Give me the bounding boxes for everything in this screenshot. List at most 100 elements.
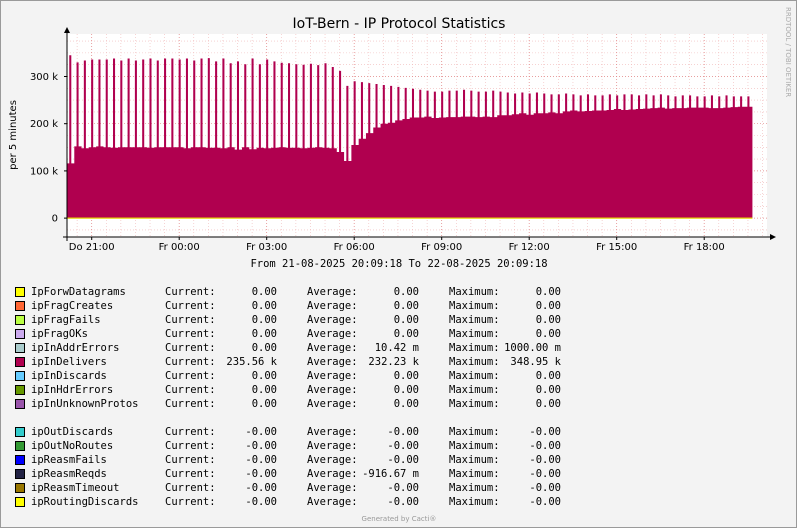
legend-swatch bbox=[15, 315, 25, 325]
legend-average-value: 232.23 k bbox=[368, 356, 419, 368]
legend-current-label: Current: bbox=[165, 356, 216, 368]
x-tick-label: Fr 12:00 bbox=[509, 242, 550, 253]
legend-average-label: Average: bbox=[307, 426, 358, 438]
legend-maximum-label: Maximum: bbox=[449, 300, 500, 312]
legend-maximum-value: -0.00 bbox=[529, 496, 561, 508]
legend-average-value: -0.00 bbox=[387, 426, 419, 438]
legend-current-value: -0.00 bbox=[245, 482, 277, 494]
x-tick-label: Fr 06:00 bbox=[334, 242, 375, 253]
legend-current-label: Current: bbox=[165, 300, 216, 312]
legend-current-value: 0.00 bbox=[251, 328, 277, 340]
legend-current-value: 0.00 bbox=[251, 370, 277, 382]
legend-current-label: Current: bbox=[165, 454, 216, 466]
legend-maximum-value: 348.95 k bbox=[510, 356, 561, 368]
y-axis-label: per 5 minutes bbox=[8, 100, 19, 170]
axes bbox=[63, 27, 776, 241]
legend-maximum-label: Maximum: bbox=[449, 482, 500, 494]
legend-maximum-value: -0.00 bbox=[529, 482, 561, 494]
legend-name: ipReasmReqds bbox=[31, 468, 107, 480]
legend-swatch bbox=[15, 385, 25, 395]
legend-swatch bbox=[15, 301, 25, 311]
legend-maximum-label: Maximum: bbox=[449, 454, 500, 466]
series-area-ipInDelivers bbox=[67, 55, 753, 219]
legend-average-value: 10.42 m bbox=[374, 342, 419, 354]
legend-name: IpForwDatagrams bbox=[31, 286, 126, 298]
legend-average-value: -0.00 bbox=[387, 440, 419, 452]
legend-average-value: 0.00 bbox=[393, 314, 419, 326]
legend-maximum-label: Maximum: bbox=[449, 496, 500, 508]
legend-current-label: Current: bbox=[165, 426, 216, 438]
rrdtool-watermark: RRDTOOL / TOBI OETIKER bbox=[784, 7, 792, 97]
legend-current-label: Current: bbox=[165, 370, 216, 382]
legend-maximum-label: Maximum: bbox=[449, 314, 500, 326]
legend-average-label: Average: bbox=[307, 440, 358, 452]
legend-average-label: Average: bbox=[307, 356, 358, 368]
legend-average-value: -916.67 m bbox=[362, 468, 419, 480]
legend-maximum-value: 0.00 bbox=[535, 300, 561, 312]
legend-average-label: Average: bbox=[307, 328, 358, 340]
legend-average-value: 0.00 bbox=[393, 300, 419, 312]
legend-average-label: Average: bbox=[307, 496, 358, 508]
y-axis-arrow bbox=[64, 27, 70, 33]
legend-current-label: Current: bbox=[165, 384, 216, 396]
legend-maximum-value: 1000.00 m bbox=[504, 342, 561, 354]
legend-name: ipInAddrErrors bbox=[31, 342, 120, 354]
legend-maximum-label: Maximum: bbox=[449, 398, 500, 410]
legend-name: ipFragOKs bbox=[31, 328, 88, 340]
legend-average-label: Average: bbox=[307, 398, 358, 410]
legend-average-label: Average: bbox=[307, 342, 358, 354]
legend-name: ipRoutingDiscards bbox=[31, 496, 139, 508]
x-tick-label: Fr 00:00 bbox=[159, 242, 200, 253]
legend-average-value: 0.00 bbox=[393, 398, 419, 410]
legend-swatch bbox=[15, 357, 25, 367]
x-tick-label: Fr 09:00 bbox=[421, 242, 462, 253]
legend-current-label: Current: bbox=[165, 314, 216, 326]
legend-swatch bbox=[15, 343, 25, 353]
legend-maximum-label: Maximum: bbox=[449, 286, 500, 298]
legend-maximum-value: 0.00 bbox=[535, 286, 561, 298]
legend-average-value: -0.00 bbox=[387, 482, 419, 494]
legend-maximum-value: 0.00 bbox=[535, 370, 561, 382]
y-tick-label: 200 k bbox=[30, 119, 58, 130]
legend-maximum-value: -0.00 bbox=[529, 440, 561, 452]
legend-current-label: Current: bbox=[165, 342, 216, 354]
legend-current-value: 0.00 bbox=[251, 286, 277, 298]
legend-swatch bbox=[15, 455, 25, 465]
legend-maximum-value: 0.00 bbox=[535, 328, 561, 340]
y-tick-label: 300 k bbox=[30, 72, 58, 83]
x-axis-arrow bbox=[770, 234, 776, 240]
legend-name: ipFragFails bbox=[31, 314, 101, 326]
y-tick-label: 100 k bbox=[30, 166, 58, 177]
legend-average-label: Average: bbox=[307, 300, 358, 312]
legend-maximum-value: -0.00 bbox=[529, 454, 561, 466]
y-tick-label: 0 bbox=[52, 214, 58, 225]
legend-current-value: 0.00 bbox=[251, 300, 277, 312]
legend-maximum-label: Maximum: bbox=[449, 440, 500, 452]
legend-name: ipOutDiscards bbox=[31, 426, 114, 438]
legend-current-value: -0.00 bbox=[245, 468, 277, 480]
legend-swatch bbox=[15, 469, 25, 479]
legend-maximum-label: Maximum: bbox=[449, 468, 500, 480]
legend-maximum-value: 0.00 bbox=[535, 384, 561, 396]
legend-average-label: Average: bbox=[307, 286, 358, 298]
legend-name: ipInDelivers bbox=[31, 356, 107, 368]
legend-average-label: Average: bbox=[307, 370, 358, 382]
legend-current-label: Current: bbox=[165, 440, 216, 452]
legend-name: ipInUnknownProtos bbox=[31, 398, 139, 410]
legend-current-value: 0.00 bbox=[251, 314, 277, 326]
x-ticks: Do 21:00 Fr 00:00 Fr 03:00 Fr 06:00 Fr 09:00… bbox=[69, 237, 725, 253]
legend-current-label: Current: bbox=[165, 468, 216, 480]
legend-current-label: Current: bbox=[165, 398, 216, 410]
legend-current-value: -0.00 bbox=[245, 426, 277, 438]
legend-maximum-value: 0.00 bbox=[535, 314, 561, 326]
legend-current-label: Current: bbox=[165, 482, 216, 494]
legend-current-value: -0.00 bbox=[245, 440, 277, 452]
legend-maximum-label: Maximum: bbox=[449, 426, 500, 438]
legend-swatch bbox=[15, 427, 25, 437]
legend-current-label: Current: bbox=[165, 286, 216, 298]
legend-swatch bbox=[15, 441, 25, 451]
legend-maximum-label: Maximum: bbox=[449, 328, 500, 340]
legend-name: ipInDiscards bbox=[31, 370, 107, 382]
